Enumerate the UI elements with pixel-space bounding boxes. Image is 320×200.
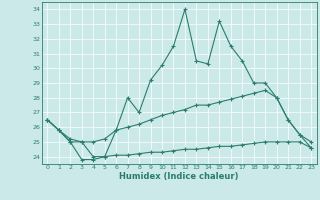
X-axis label: Humidex (Indice chaleur): Humidex (Indice chaleur) — [119, 172, 239, 181]
